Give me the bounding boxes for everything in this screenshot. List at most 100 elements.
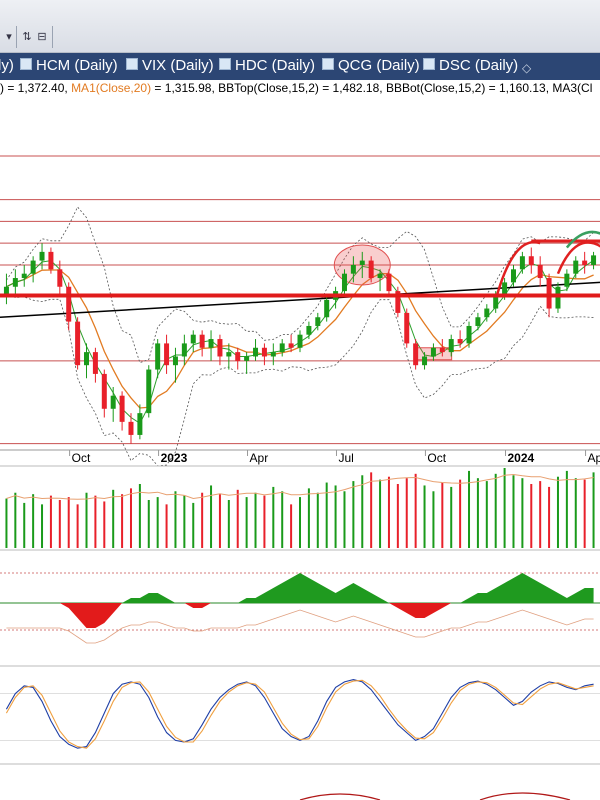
candle-body	[493, 295, 499, 309]
bollinger-top-line	[6, 206, 594, 364]
volume-bar	[174, 491, 177, 548]
tab-dsc[interactable]: DSC (Daily)	[423, 57, 518, 75]
volume-bar	[23, 502, 26, 548]
candle-body	[190, 334, 196, 344]
indicator-readout: ) = 1,372.40, MA1(Close,20) = 1,315.98, …	[0, 80, 592, 96]
chart-tab-icon	[126, 58, 138, 70]
volume-bar	[485, 481, 488, 548]
candle-body	[430, 347, 436, 357]
x-axis: Oct 2023 Apr Jul Oct 2024 Apr	[0, 449, 600, 467]
candle-body	[350, 264, 356, 274]
candle-body	[297, 334, 303, 348]
toolbar-separator	[16, 26, 17, 48]
candle-body	[164, 343, 170, 366]
volume-bar	[423, 485, 426, 548]
long-term-ma-line	[0, 281, 600, 319]
price-panel	[0, 155, 600, 467]
stochastic-line	[5, 679, 594, 749]
volume-bar	[405, 478, 408, 548]
candle-body	[591, 255, 597, 265]
candle-body	[128, 421, 134, 435]
candle-body	[12, 278, 18, 287]
candle-body	[368, 260, 374, 279]
candle-body	[422, 356, 428, 366]
tab-vix[interactable]: VIX (Daily)	[126, 57, 214, 75]
x-axis-tick-label: Oct	[72, 451, 91, 465]
candle-body	[30, 260, 36, 274]
volume-bar	[94, 495, 97, 548]
candle-body	[288, 343, 294, 348]
bbtop-value: BBTop(Close,15,2) = 1,482.18,	[218, 81, 386, 95]
macd-negative-area	[6, 603, 594, 628]
volume-bar	[565, 470, 568, 548]
toolbar-sell-icon[interactable]: ⊟	[37, 31, 47, 43]
candle-body	[502, 282, 508, 296]
toolbar: ▾ ⇅ ⊟	[0, 0, 600, 53]
tab-hdc[interactable]: HDC (Daily)	[219, 57, 315, 75]
volume-bar	[138, 484, 141, 548]
candle-body	[306, 325, 312, 335]
tab-hcm[interactable]: HCM (Daily)	[20, 57, 118, 75]
volume-bar	[583, 479, 586, 548]
volume-bar	[32, 494, 35, 548]
stock-chart[interactable]: Oct 2023 Apr Jul Oct 2024 Apr	[0, 96, 600, 800]
volume-bar	[227, 500, 230, 548]
volume-bar	[387, 476, 390, 548]
volume-bar	[494, 473, 497, 548]
candle-body	[84, 352, 90, 366]
volume-bar	[432, 491, 435, 548]
x-axis-tick-label: Apr	[250, 451, 269, 465]
candle-body	[199, 334, 205, 348]
volume-bar	[290, 504, 293, 548]
macd-panel	[0, 572, 600, 667]
volume-bar	[441, 482, 444, 548]
candle-body	[92, 352, 98, 374]
volume-bar	[147, 500, 150, 548]
candle-body	[21, 273, 27, 279]
volume-bar	[192, 502, 195, 548]
volume-bar	[299, 497, 301, 548]
toolbar-sort-icon[interactable]: ⇅	[22, 31, 32, 43]
candle-body	[146, 369, 152, 414]
annotation-arc-green	[565, 230, 600, 249]
stochastic-line	[5, 679, 594, 749]
candle-body	[555, 286, 561, 309]
tab-overflow-icon[interactable]: ◇	[522, 61, 532, 75]
volume-bar	[334, 485, 337, 548]
candle-body	[413, 343, 419, 366]
volume-bar	[476, 478, 479, 548]
volume-bar	[201, 492, 204, 548]
tab-previous[interactable]: ly)	[0, 57, 14, 74]
toolbar-scroll-icon[interactable]: ▾	[6, 31, 12, 43]
chart-tab-icon	[423, 58, 435, 70]
volume-bar	[450, 486, 453, 548]
chart-tab-icon	[219, 58, 231, 70]
tab-qcg[interactable]: QCG (Daily)	[322, 57, 420, 75]
toolbar-separator	[52, 26, 53, 48]
volume-bar	[325, 482, 328, 548]
volume-ma-line	[6, 473, 594, 500]
candle-body	[181, 343, 187, 357]
x-axis-tick-label: Oct	[427, 451, 446, 465]
volume-bar	[156, 497, 159, 548]
volume-bar	[592, 472, 595, 548]
stochastic-panel	[0, 679, 600, 800]
candle-body	[226, 352, 232, 357]
volume-bar	[361, 475, 364, 548]
candle-body	[448, 339, 454, 353]
volume-panel	[0, 468, 600, 551]
candle-body	[75, 321, 81, 366]
candle-body	[261, 347, 267, 357]
candle-body	[172, 356, 178, 366]
x-axis-tick-label: 2024	[507, 451, 534, 465]
candle-body	[386, 273, 392, 292]
candle-body	[528, 256, 534, 265]
volume-bar	[112, 489, 115, 548]
candle-body	[510, 269, 516, 283]
volume-bar	[76, 504, 79, 548]
candle-body	[3, 286, 9, 296]
volume-bar	[414, 473, 417, 548]
candle-body	[404, 312, 410, 344]
volume-bar	[121, 494, 124, 548]
candle-body	[315, 317, 321, 326]
